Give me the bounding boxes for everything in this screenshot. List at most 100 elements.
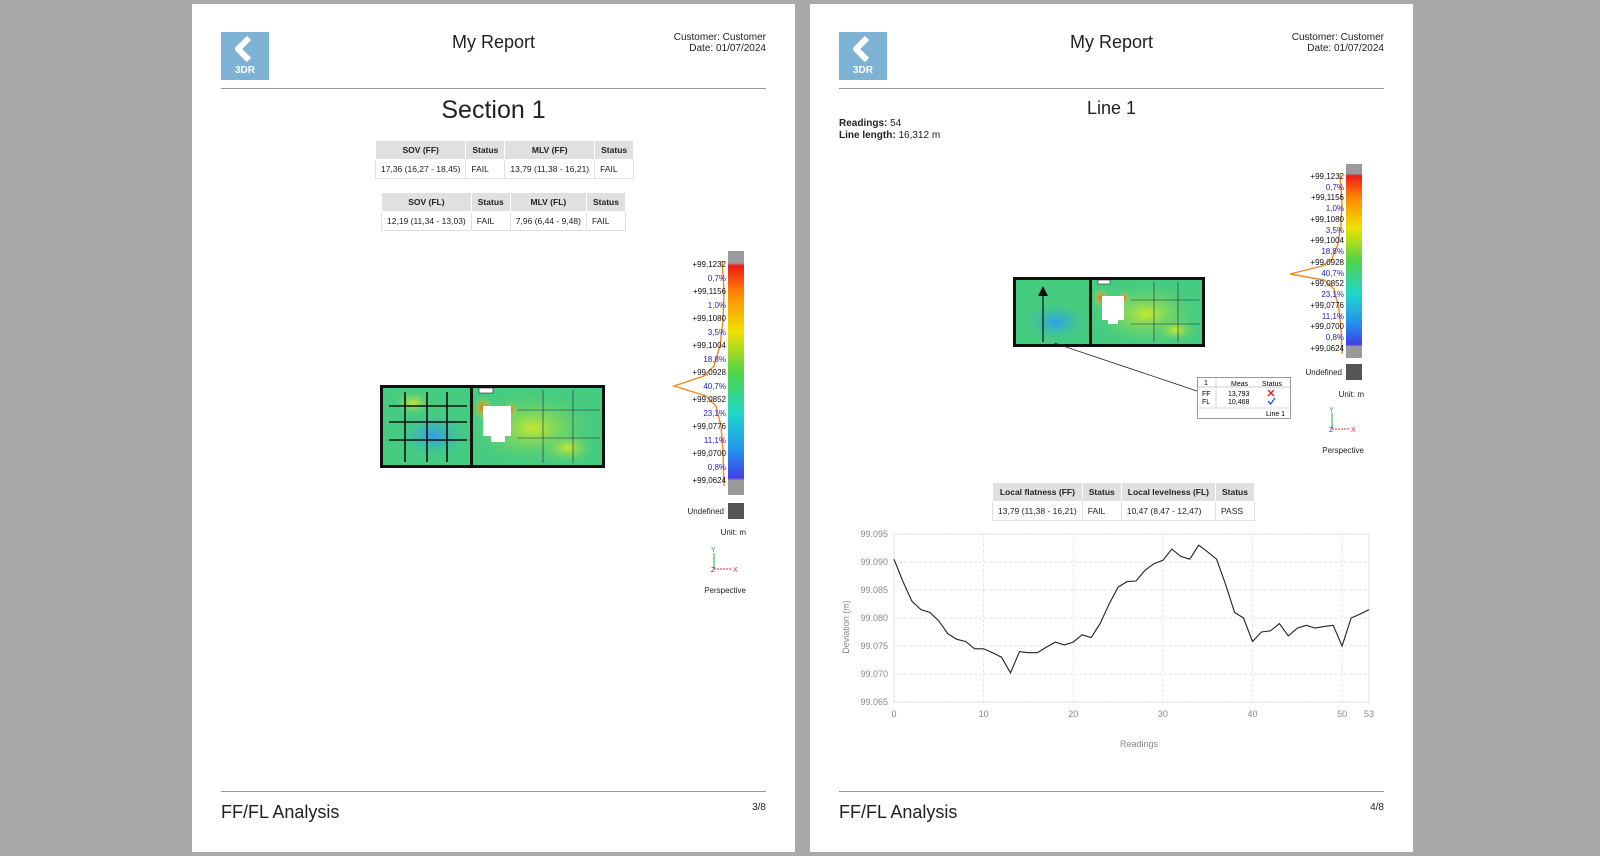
scale-percent: 11,1% xyxy=(1321,312,1344,321)
axis-z-label: Z xyxy=(1329,427,1334,434)
line-length-label: Line length: xyxy=(839,130,896,141)
table-cell: FAIL xyxy=(585,211,626,231)
color-scale-legend: +99,1232 0,7% +99,1156 1,0% +99,1080 3,5… xyxy=(1284,164,1374,514)
scale-value: +99,1232 xyxy=(692,260,726,269)
table-header: MLV (FL) xyxy=(509,192,587,212)
logo-text: 3DR xyxy=(852,65,873,76)
axis-x-label: X xyxy=(1351,427,1356,434)
date-label: Date: 01/07/2024 xyxy=(689,43,766,54)
table-cell: FAIL xyxy=(1081,501,1122,521)
color-gradient-bar xyxy=(1346,164,1362,358)
scale-value: +99,0700 xyxy=(1310,322,1344,331)
floor-heatmap xyxy=(1013,277,1205,347)
scale-percent: 1,0% xyxy=(707,301,726,310)
sov-mlv-ff-table: SOV (FF) Status MLV (FF) Status 17,36 (1… xyxy=(374,140,635,179)
back-chevron-icon xyxy=(235,36,252,63)
deviation-series-line xyxy=(893,544,1370,675)
report-meta: Customer: Customer Date: 01/07/2024 xyxy=(1292,32,1384,54)
table-header: Status xyxy=(1081,482,1122,502)
back-chevron-icon xyxy=(853,36,870,63)
table-header: Status xyxy=(470,192,511,212)
unit-label: Unit: m xyxy=(720,528,746,537)
distribution-curve xyxy=(1289,173,1343,355)
report-page-3: 3DR My Report Customer: Customer Date: 0… xyxy=(192,4,795,852)
heatmap-graphic xyxy=(383,388,602,465)
deviation-line-chart: 99.095 99.090 99.085 99.080 99.075 99.070 99.0… xyxy=(841,529,1374,749)
table-header: Local flatness (FF) xyxy=(992,482,1083,502)
page-number: 3/8 xyxy=(752,802,766,813)
callout-cell: 10,468 xyxy=(1228,399,1250,406)
table-cell: 17,36 (16,27 - 18,45) xyxy=(374,159,467,179)
chart-grid xyxy=(893,533,1370,703)
scale-value: +99,0776 xyxy=(1310,301,1344,310)
line-title: Line 1 xyxy=(1086,98,1137,118)
undefined-swatch xyxy=(728,503,744,519)
report-meta: Customer: Customer Date: 01/07/2024 xyxy=(674,32,766,54)
customer-label: Customer: Customer xyxy=(1291,32,1384,43)
y-tick-label: 99.075 xyxy=(860,641,888,651)
y-tick-label: 99.095 xyxy=(860,529,888,539)
scale-value: +99,1232 xyxy=(1310,172,1344,181)
callout-cell: FL xyxy=(1202,399,1210,406)
table-cell: 12,19 (11,34 - 13,03) xyxy=(381,211,472,231)
heatmap-graphic xyxy=(1016,280,1202,344)
report-page-4: 3DR My Report Customer: Customer Date: 0… xyxy=(810,4,1413,852)
table-cell: 13,79 (11,38 - 16,21) xyxy=(992,501,1083,521)
line-length-value: 16,312 m xyxy=(898,130,941,141)
scale-percent: 3,5% xyxy=(1325,226,1344,235)
scale-value: +99,1004 xyxy=(1310,236,1344,245)
scale-value: +99,0624 xyxy=(692,476,726,485)
scale-percent: 0,7% xyxy=(1325,183,1344,192)
footer-rule xyxy=(221,791,766,792)
scale-value: +99,0700 xyxy=(692,449,726,458)
x-tick-label: 20 xyxy=(1068,709,1078,719)
table-cell: 13,79 (11,38 - 16,21) xyxy=(504,159,596,179)
scale-value: +99,0776 xyxy=(692,422,726,431)
x-tick-label: 50 xyxy=(1337,709,1347,719)
scale-percent: 40,7% xyxy=(1321,269,1344,278)
pass-check-icon xyxy=(1267,397,1276,406)
x-tick-label: 0 xyxy=(891,709,896,719)
table-header: Local levelness (FL) xyxy=(1120,482,1217,502)
table-header: MLV (FF) xyxy=(504,140,596,160)
callout-cell: FF xyxy=(1202,391,1211,398)
footer-title: FF/FL Analysis xyxy=(839,802,958,822)
company-logo: 3DR xyxy=(839,32,887,80)
scale-percent: 0,8% xyxy=(1325,333,1344,342)
unit-label: Unit: m xyxy=(1338,390,1364,399)
y-tick-labels: 99.095 99.090 99.085 99.080 99.075 99.070 99.0… xyxy=(860,529,888,707)
y-tick-label: 99.065 xyxy=(860,697,888,707)
logo-text: 3DR xyxy=(234,65,255,76)
table-cell: 7,96 (6,44 - 9,48) xyxy=(509,211,587,231)
scale-percent: 23,1% xyxy=(1321,290,1344,299)
page-number: 4/8 xyxy=(1370,802,1384,813)
table-cell: 10,47 (8,47 - 12,47) xyxy=(1120,501,1217,521)
scale-value: +99,0928 xyxy=(1310,258,1344,267)
color-scale-legend: +99,1232 0,7% +99,1156 1,0% +99,1080 3,5… xyxy=(666,251,756,601)
header-rule xyxy=(839,88,1384,89)
table-cell: PASS xyxy=(1215,501,1255,521)
table-header: SOV (FL) xyxy=(381,192,472,212)
section-title: Section 1 xyxy=(441,96,546,124)
readings-label: Readings: xyxy=(839,118,888,129)
table-cell: FAIL xyxy=(470,211,511,231)
undefined-swatch xyxy=(1346,364,1362,380)
table-header: Status xyxy=(594,140,635,160)
company-logo: 3DR xyxy=(221,32,269,80)
floor-heatmap xyxy=(380,385,605,468)
date-label: Date: 01/07/2024 xyxy=(1307,43,1384,54)
footer-title: FF/FL Analysis xyxy=(221,802,340,822)
view-mode-label: Perspective xyxy=(704,586,746,595)
table-header: Status xyxy=(465,140,506,160)
customer-label: Customer: Customer xyxy=(673,32,766,43)
scale-value: +99,0624 xyxy=(1310,344,1344,353)
table-cell: FAIL xyxy=(465,159,506,179)
y-tick-label: 99.070 xyxy=(860,669,888,679)
line-direction-arrow xyxy=(1038,286,1048,296)
scale-value: +99,1156 xyxy=(693,287,726,296)
line-callout: 1 Meas Status FF 13,793 FL 10,468 Line 1 xyxy=(1197,377,1291,419)
axis-triad-icon: Y Z X xyxy=(711,547,738,574)
callout-leader-line xyxy=(1054,343,1198,392)
x-tick-label: 40 xyxy=(1247,709,1257,719)
undefined-label: Undefined xyxy=(687,507,724,516)
